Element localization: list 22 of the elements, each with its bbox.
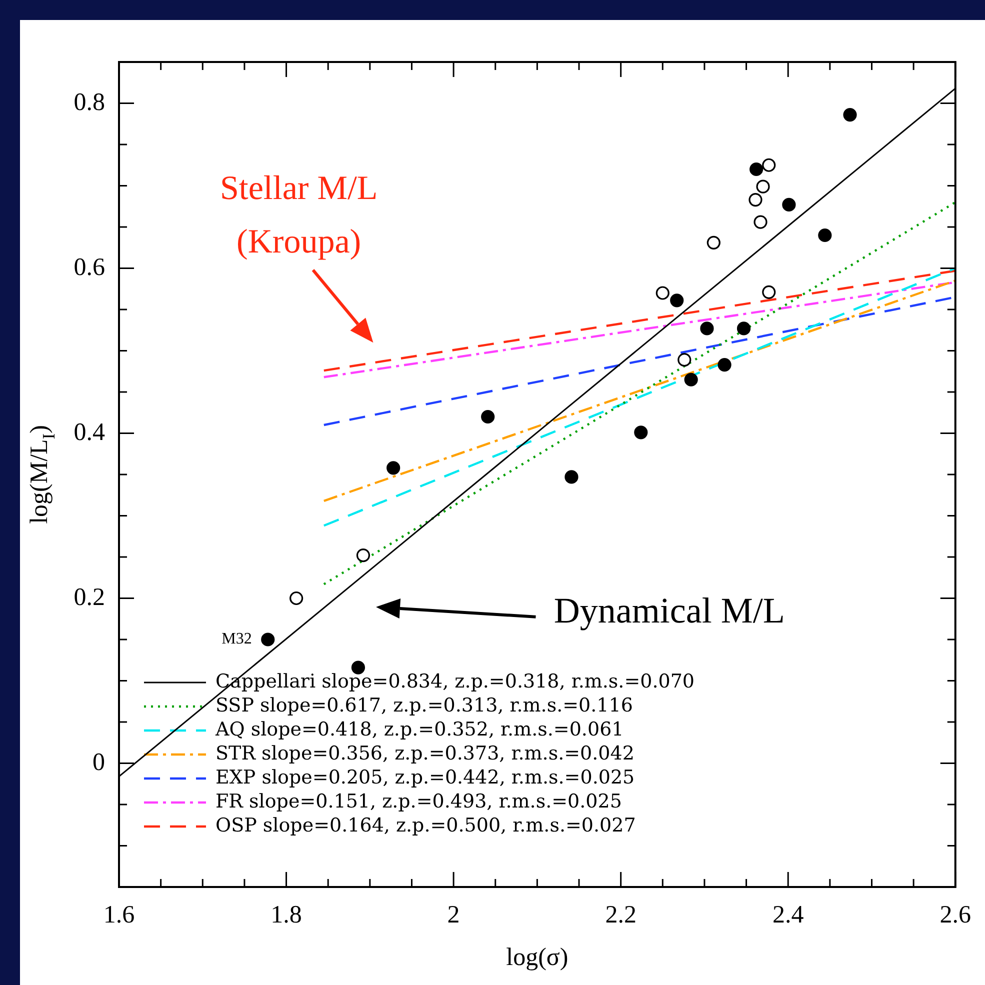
x-tick-label: 2 (447, 902, 460, 929)
y-tick-label: 0.6 (74, 254, 105, 281)
legend-label: STR slope=0.356, z.p.=0.373, r.m.s.=0.042 (216, 742, 634, 764)
legend-label: EXP slope=0.205, z.p.=0.442, r.m.s.=0.025 (216, 766, 635, 788)
legend-label: OSP slope=0.164, z.p.=0.500, r.m.s.=0.027 (216, 814, 636, 836)
legend-label: SSP slope=0.617, z.p.=0.313, r.m.s.=0.116 (216, 694, 633, 716)
annotation: M32 (222, 630, 252, 648)
y-tick-label: 0.4 (74, 418, 106, 446)
legend-label: FR slope=0.151, z.p.=0.493, r.m.s.=0.025 (216, 790, 622, 812)
x-tick-label: 2.6 (940, 902, 971, 929)
x-tick-label: 1.6 (103, 902, 135, 929)
y-tick-label: 0.8 (74, 88, 105, 116)
y-tick-label: 0.2 (74, 584, 105, 611)
x-tick-label: 2.2 (605, 902, 636, 929)
x-axis-title: log(σ) (506, 944, 568, 971)
y-tick-label: 0 (92, 748, 105, 776)
legend-label: AQ slope=0.418, z.p.=0.352, r.m.s.=0.061 (214, 718, 624, 740)
x-tick-label: 2.4 (772, 902, 804, 929)
x-tick-label: 1.8 (270, 902, 302, 929)
annotation: Stellar M/L (Kroupa) (220, 170, 378, 260)
y-axis-title: log(M/LI) (26, 425, 58, 524)
annotation: Dynamical M/L (554, 590, 785, 631)
